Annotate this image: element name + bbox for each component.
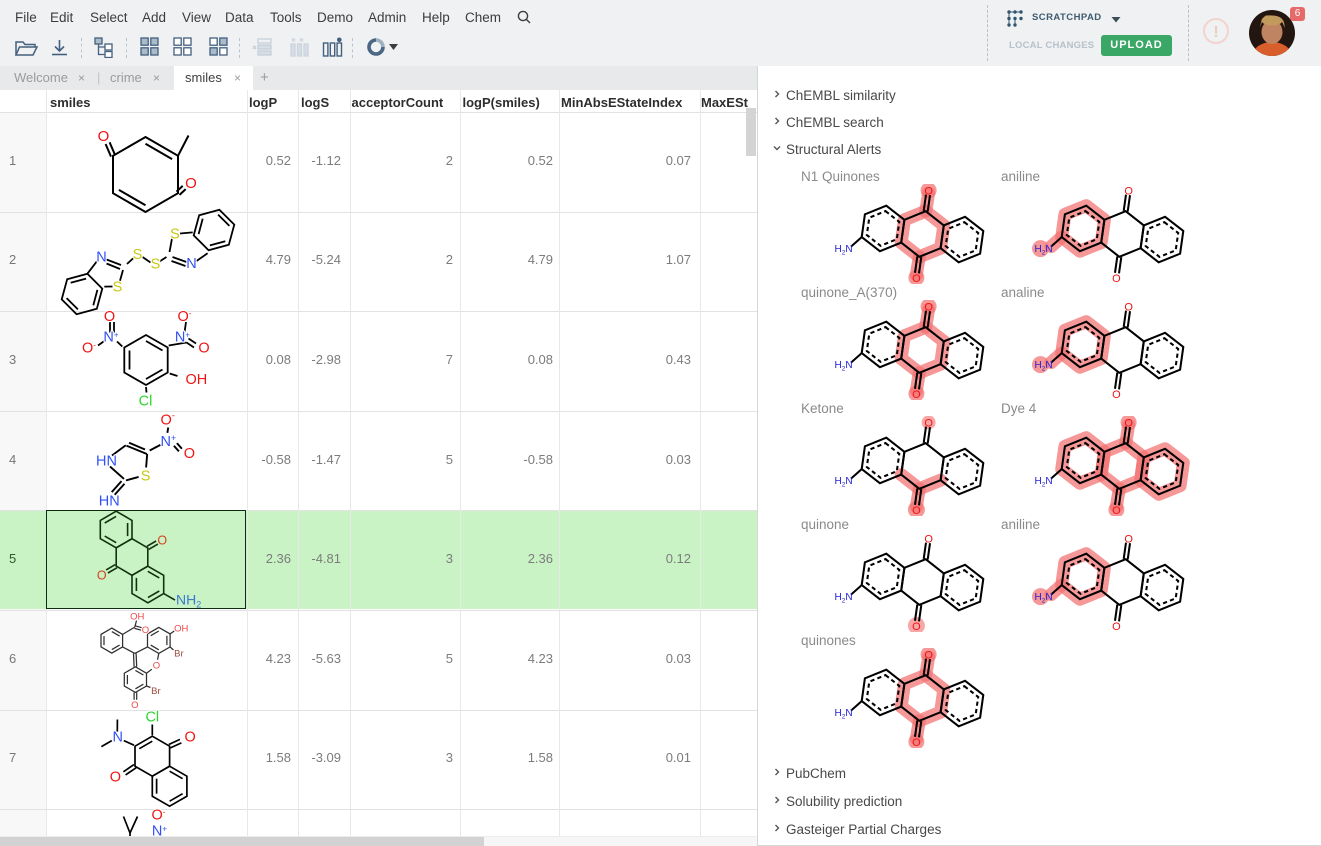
svg-text:O: O <box>198 341 209 357</box>
svg-text:O: O <box>184 446 195 462</box>
svg-text:O-: O- <box>82 341 96 357</box>
svg-text:OH: OH <box>174 623 188 634</box>
svg-text:Cl: Cl <box>139 394 153 410</box>
svg-text:O: O <box>153 661 160 672</box>
svg-text:O-: O- <box>178 309 192 325</box>
svg-text:S: S <box>113 280 123 296</box>
svg-text:NH2: NH2 <box>176 592 201 610</box>
svg-text:N+: N+ <box>103 330 118 346</box>
svg-text:S: S <box>170 227 180 243</box>
svg-text:HN: HN <box>96 454 117 470</box>
svg-text:O: O <box>157 534 167 548</box>
svg-text:N: N <box>96 250 106 266</box>
svg-text:HN: HN <box>99 493 120 509</box>
svg-text:O-: O- <box>161 411 175 429</box>
svg-text:O: O <box>97 569 107 583</box>
svg-text:OH: OH <box>186 372 208 388</box>
svg-text:Cl: Cl <box>145 710 159 726</box>
svg-text:Br: Br <box>174 648 184 659</box>
svg-text:O: O <box>110 770 121 786</box>
svg-text:O: O <box>98 128 110 145</box>
svg-text:S: S <box>141 468 151 484</box>
svg-text:S: S <box>151 257 161 273</box>
svg-text:S: S <box>133 247 143 263</box>
svg-text:O: O <box>185 175 197 192</box>
svg-text:N: N <box>113 730 123 746</box>
svg-text:OH: OH <box>130 612 144 623</box>
svg-text:N: N <box>186 256 196 272</box>
svg-text:O: O <box>131 700 138 711</box>
svg-text:O-: O- <box>152 808 166 824</box>
svg-text:N+: N+ <box>161 433 177 450</box>
svg-text:O: O <box>185 730 196 746</box>
svg-text:O: O <box>142 625 149 636</box>
svg-text:O: O <box>104 309 115 325</box>
svg-text:Br: Br <box>151 686 161 697</box>
